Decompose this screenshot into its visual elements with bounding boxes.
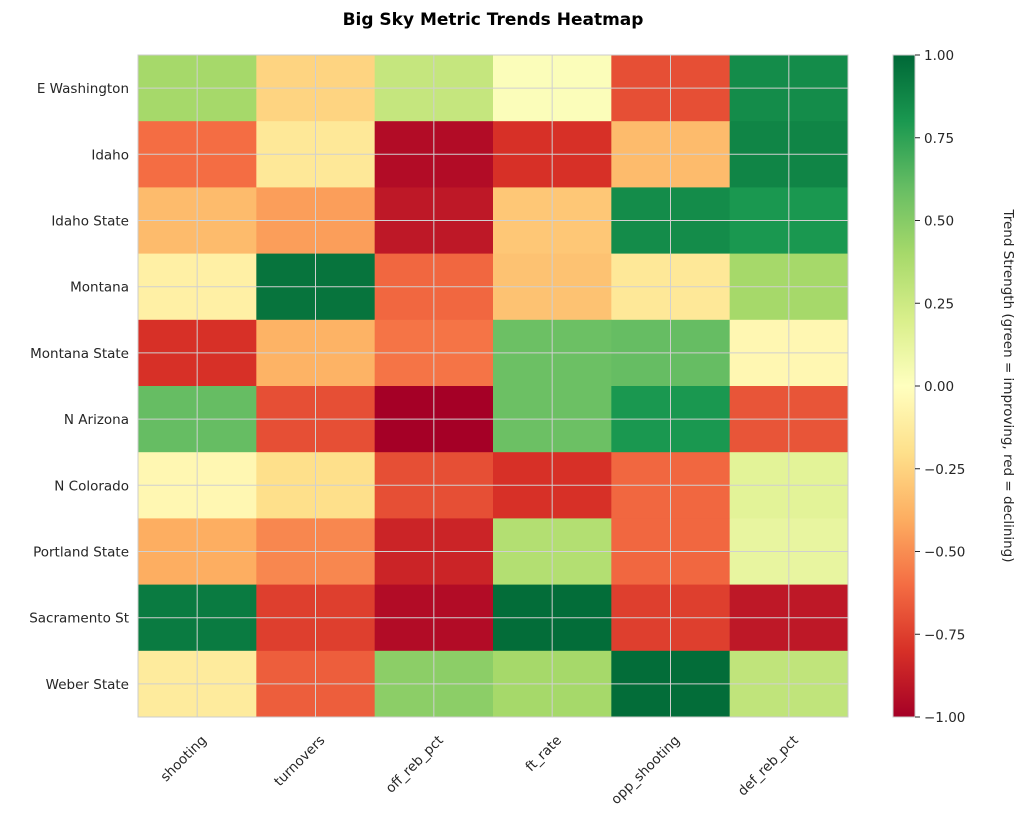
colorbar-tick-label: −0.75 [924, 627, 965, 643]
colorbar-tick-label: 0.75 [924, 131, 954, 147]
y-tick-label: N Colorado [54, 478, 129, 494]
colorbar-tick-label: 1.00 [924, 48, 954, 64]
grid-lines [138, 55, 848, 717]
colorbar-tick-label: 0.50 [924, 214, 954, 230]
colorbar-ticks: 1.00 0.75 0.50 0.25 0.00 −0.25 −0.50 −0.75 −1.00 [915, 48, 965, 726]
y-tick-labels: E Washington Idaho Idaho State Montana Monta… [29, 81, 129, 693]
colorbar-tick-label: −0.50 [924, 545, 965, 561]
y-tick-label: Weber State [46, 677, 129, 693]
x-tick-labels: shooting turnovers off_reb_pct ft_rate opp_s… [157, 733, 801, 808]
y-tick-label: Sacramento St [29, 611, 129, 627]
colorbar-tick-label: −1.00 [924, 710, 965, 726]
colorbar [892, 54, 916, 718]
y-tick-label: Montana [70, 280, 129, 296]
y-tick-label: Idaho [91, 147, 129, 163]
x-tick-label: shooting [157, 733, 210, 786]
y-tick-label: E Washington [37, 81, 129, 97]
colorbar-tick-label: −0.25 [924, 462, 965, 478]
x-tick-label: def_reb_pct [735, 733, 802, 800]
x-tick-label: off_reb_pct [383, 733, 447, 797]
colorbar-label: Trend Strength (green = improving, red =… [1000, 208, 1016, 562]
plot-frame [137, 54, 849, 718]
y-tick-label: N Arizona [64, 412, 129, 428]
x-tick-label: ft_rate [523, 733, 565, 775]
x-tick-label: turnovers [271, 733, 328, 790]
x-tick-label: opp_shooting [608, 733, 683, 808]
colorbar-tick-label: 0.25 [924, 296, 954, 312]
y-tick-label: Portland State [33, 545, 129, 561]
chart-title: Big Sky Metric Trends Heatmap [343, 10, 644, 30]
colorbar-tick-label: 0.00 [924, 379, 954, 395]
y-tick-label: Idaho State [51, 214, 129, 230]
y-tick-label: Montana State [30, 346, 129, 362]
